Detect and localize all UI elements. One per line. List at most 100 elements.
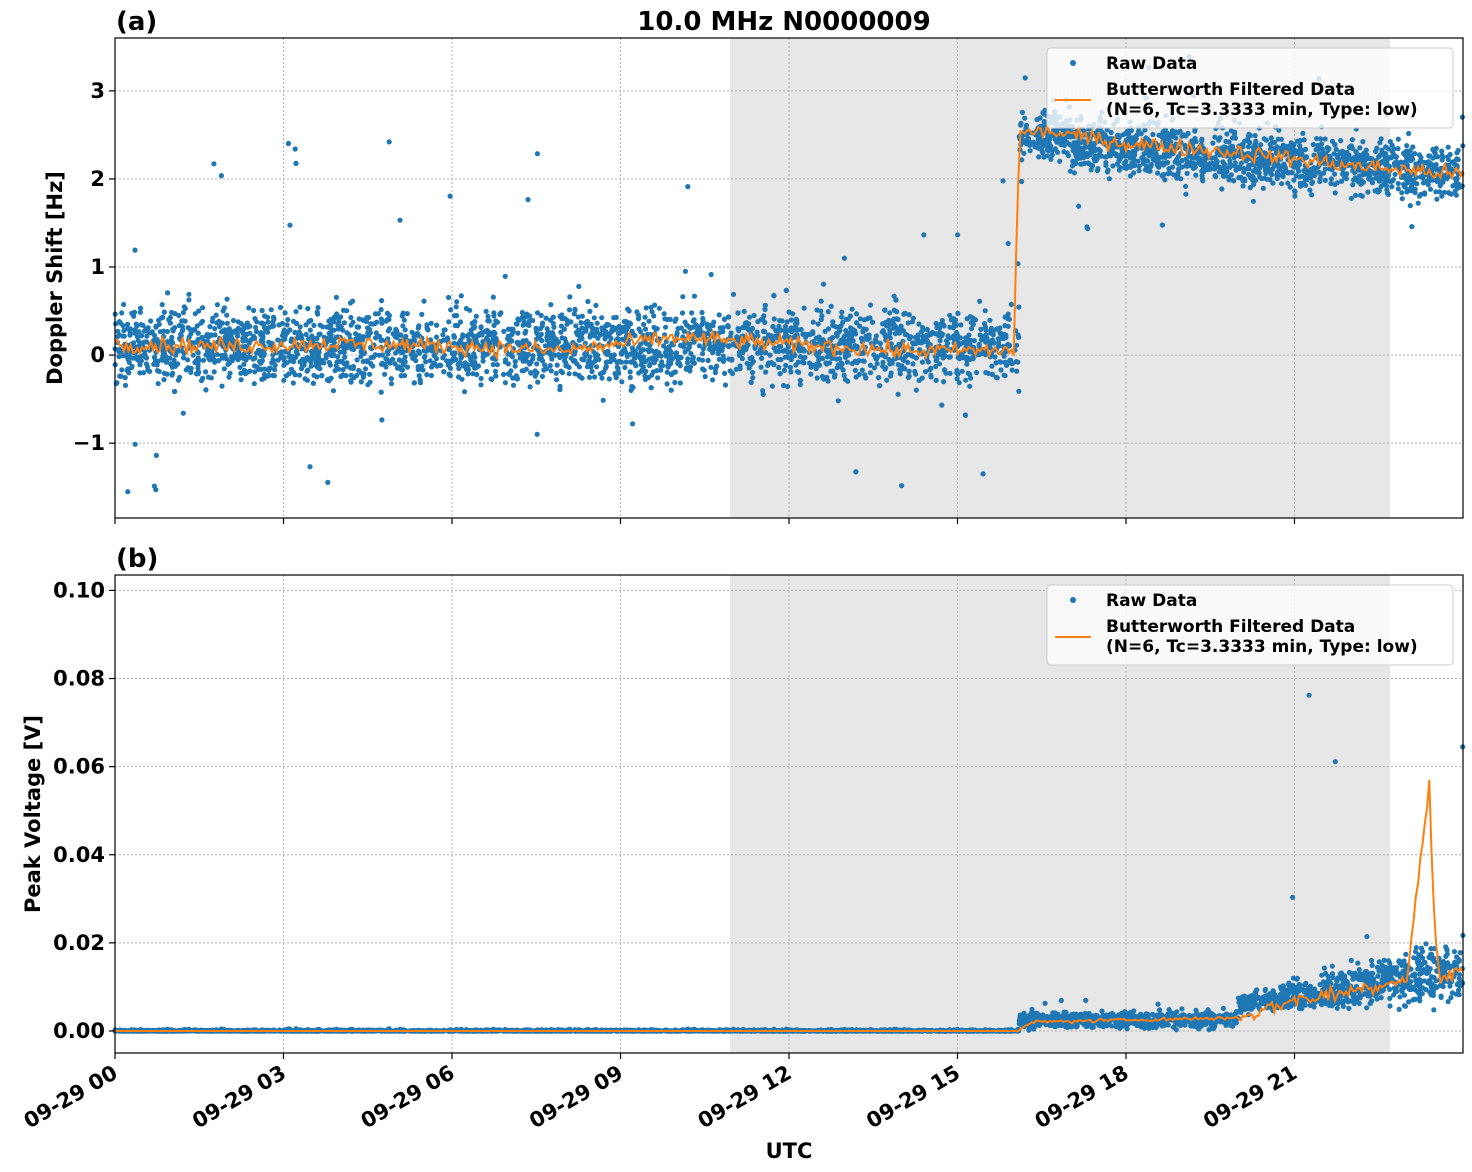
raw-point: [783, 362, 789, 368]
raw-point: [1375, 189, 1381, 195]
raw-point: [1176, 160, 1182, 166]
raw-point: [939, 402, 945, 408]
raw-point: [958, 322, 964, 328]
raw-point: [363, 318, 369, 324]
raw-point: [927, 367, 933, 373]
raw-point: [348, 364, 354, 370]
raw-point: [761, 328, 767, 334]
raw-point: [419, 363, 425, 369]
raw-point: [1332, 171, 1338, 177]
raw-point: [281, 377, 287, 383]
raw-point: [309, 348, 315, 354]
raw-point: [877, 340, 884, 347]
raw-point: [378, 361, 385, 367]
raw-point: [1253, 138, 1259, 144]
raw-point: [543, 315, 549, 321]
raw-point: [134, 323, 140, 329]
raw-point: [655, 375, 661, 381]
raw-point: [871, 365, 878, 371]
raw-point: [203, 369, 209, 375]
raw-point: [1399, 196, 1405, 202]
raw-point: [867, 362, 874, 368]
raw-point: [453, 304, 459, 310]
raw-point: [368, 321, 374, 327]
raw-point: [813, 361, 819, 367]
raw-point: [695, 332, 701, 339]
raw-point: [354, 324, 360, 330]
raw-point: [1270, 166, 1276, 172]
raw-point: [196, 357, 202, 363]
raw-point: [678, 355, 684, 361]
raw-point: [620, 348, 626, 354]
raw-point: [235, 325, 241, 331]
raw-point: [404, 364, 411, 370]
raw-point: [933, 363, 939, 370]
raw-point: [486, 329, 492, 335]
raw-point: [769, 383, 776, 389]
y-axis-label: Doppler Shift [Hz]: [43, 171, 67, 385]
raw-point: [1349, 137, 1355, 143]
raw-point: [509, 354, 515, 360]
raw-point: [1277, 167, 1283, 173]
raw-point: [271, 316, 277, 322]
raw-point: [153, 487, 159, 493]
raw-point: [422, 353, 428, 359]
raw-point: [335, 321, 341, 327]
raw-point: [658, 353, 664, 359]
raw-point: [837, 327, 843, 333]
raw-point: [793, 316, 799, 322]
raw-point: [441, 369, 447, 375]
raw-point: [841, 372, 847, 378]
raw-point: [1420, 180, 1427, 186]
raw-point: [269, 360, 275, 366]
raw-point: [1418, 154, 1424, 161]
raw-point: [297, 372, 303, 378]
raw-point: [363, 358, 369, 364]
raw-point: [668, 387, 674, 393]
raw-point: [403, 333, 409, 339]
raw-point: [314, 374, 320, 380]
raw-point: [863, 375, 869, 381]
raw-point: [982, 336, 988, 342]
raw-point: [666, 344, 672, 350]
raw-point: [1245, 144, 1251, 150]
raw-point: [308, 363, 314, 369]
raw-point: [224, 296, 230, 302]
raw-point: [579, 313, 585, 319]
raw-point: [856, 371, 862, 378]
raw-point: [646, 348, 652, 355]
y-tick-label: 2: [90, 167, 105, 191]
raw-point: [957, 341, 964, 347]
raw-point: [1001, 372, 1007, 378]
raw-point: [574, 361, 580, 367]
raw-point: [771, 293, 777, 299]
raw-point: [631, 355, 637, 361]
raw-point: [145, 325, 151, 331]
raw-point: [503, 357, 509, 363]
raw-point: [1416, 193, 1423, 199]
raw-point: [311, 322, 317, 328]
raw-point: [240, 355, 246, 361]
raw-point: [959, 368, 965, 374]
raw-point: [737, 366, 743, 372]
raw-point: [609, 327, 615, 333]
raw-point: [1389, 178, 1395, 184]
raw-point: [121, 301, 127, 308]
raw-point: [976, 342, 982, 348]
raw-point: [450, 357, 456, 364]
raw-point: [386, 139, 392, 145]
raw-point: [416, 323, 422, 329]
raw-point: [1226, 139, 1232, 145]
raw-point: [325, 479, 331, 485]
raw-point: [1044, 142, 1050, 148]
raw-point: [468, 327, 474, 333]
raw-point: [212, 332, 218, 338]
raw-point: [290, 358, 296, 364]
raw-point: [1348, 195, 1354, 201]
raw-point: [867, 370, 874, 376]
raw-point: [1016, 334, 1022, 340]
raw-point: [776, 364, 782, 371]
raw-point: [639, 368, 645, 374]
raw-point: [558, 323, 565, 329]
